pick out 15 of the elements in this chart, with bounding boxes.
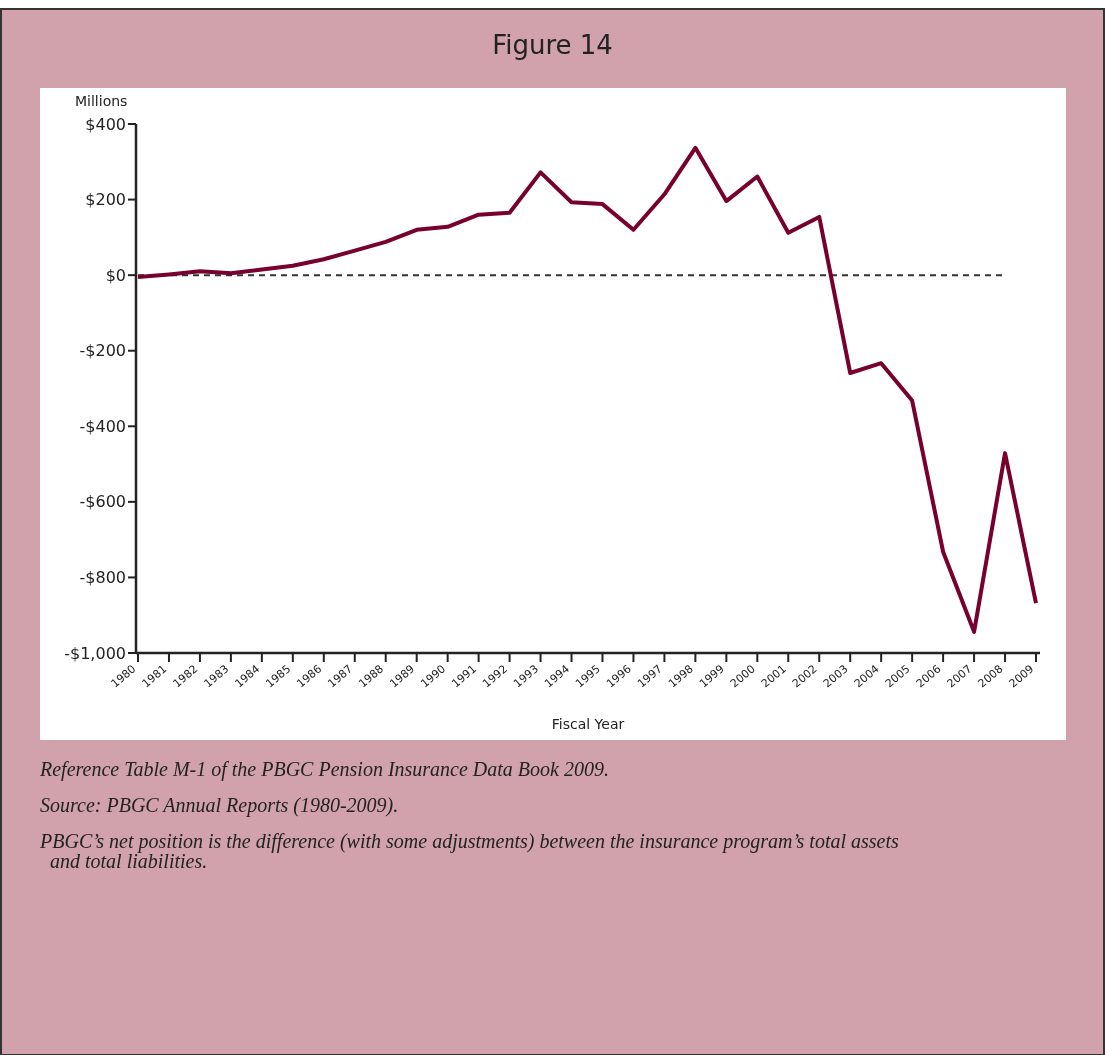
line-series <box>136 145 1038 634</box>
y-tick-label: $0 <box>105 265 126 285</box>
y-tick-label: -$600 <box>79 492 126 512</box>
y-tick-label: -$800 <box>79 568 126 588</box>
y-tick-label: -$200 <box>79 341 126 361</box>
y-tick-label: -$1,000 <box>64 643 126 663</box>
y-tick-label: $400 <box>85 114 126 134</box>
chart-title: Figure 14 <box>492 30 613 60</box>
text: PBGC’s net position is the difference (with some adjustments) between the insurance program’s total assets and total liabilities. <box>39 830 900 872</box>
y-axis-title: Millions <box>75 93 128 109</box>
source-note: Source: PBGC Annual Reports (1980-2009). <box>40 794 399 817</box>
y-tick-label: -$400 <box>79 416 126 436</box>
text: Reference Table M-1 of the PBGC Pension Insurance Data Book 2009. <box>39 758 609 781</box>
x-axis-title: Fiscal Year <box>551 716 625 732</box>
y-tick-label: $200 <box>85 190 126 210</box>
